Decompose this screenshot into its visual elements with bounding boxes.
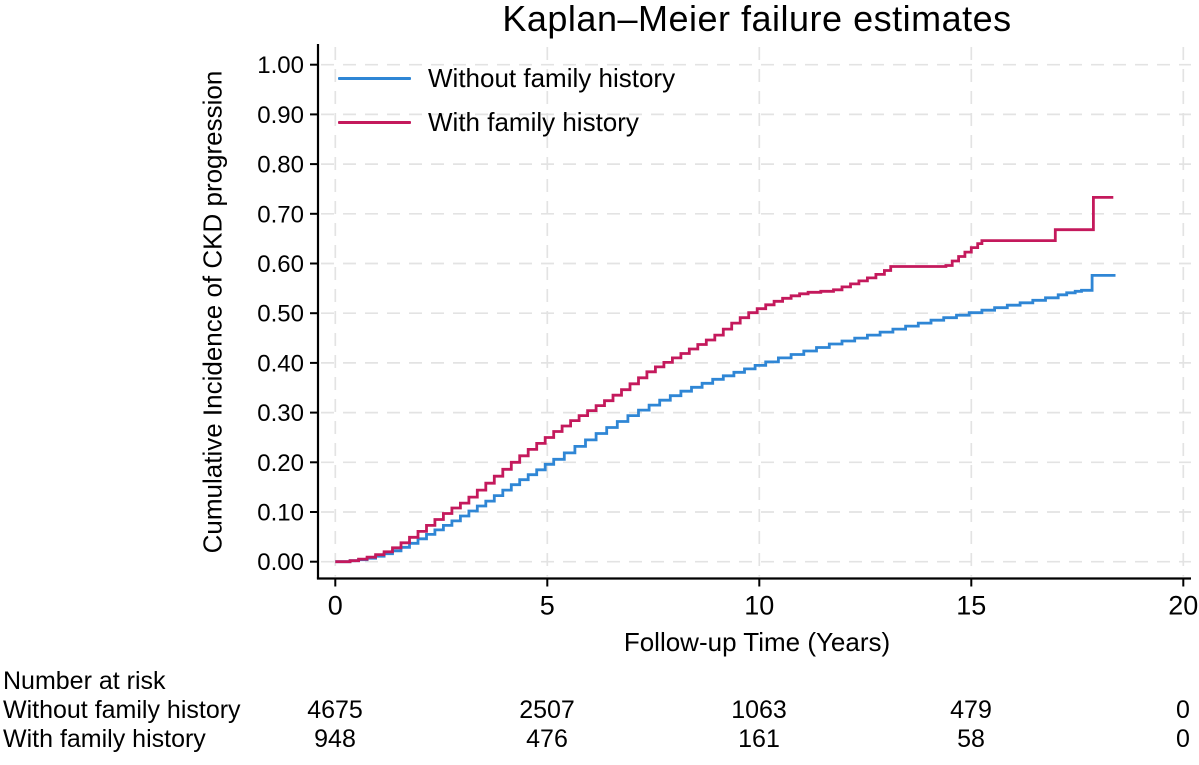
y-tick-label: 0.80 bbox=[257, 152, 304, 179]
y-tick-label: 0.00 bbox=[257, 549, 304, 576]
y-tick-label: 0.30 bbox=[257, 400, 304, 427]
x-tick-label: 20 bbox=[1168, 591, 1198, 621]
risk-table-heading: Number at risk bbox=[3, 667, 166, 695]
x-tick-label: 15 bbox=[956, 591, 986, 621]
x-tick-label: 0 bbox=[328, 591, 343, 621]
y-tick-label: 0.90 bbox=[257, 102, 304, 129]
x-tick-label: 10 bbox=[744, 591, 774, 621]
risk-row-label-without-family-history: Without family history bbox=[3, 696, 241, 724]
y-tick-label: 0.60 bbox=[257, 251, 304, 278]
km-curve-without-family-history bbox=[335, 274, 1116, 564]
x-axis-title: Follow-up Time (Years) bbox=[623, 627, 891, 657]
risk-count: 0 bbox=[1176, 725, 1190, 753]
x-tick-label: 5 bbox=[540, 591, 555, 621]
y-tick-label: 1.00 bbox=[257, 52, 304, 79]
y-axis-title: Cumulative Incidence of CKD progression bbox=[197, 70, 228, 554]
y-tick-label: 0.10 bbox=[257, 500, 304, 527]
chart-title: Kaplan–Meier failure estimates bbox=[502, 0, 1012, 39]
risk-count: 4675 bbox=[307, 696, 363, 724]
risk-count: 479 bbox=[950, 696, 992, 724]
risk-row-label-with-family-history: With family history bbox=[3, 725, 206, 753]
y-tick-label: 0.40 bbox=[257, 350, 304, 377]
legend-line-without-family-history-icon bbox=[338, 77, 411, 80]
risk-count: 58 bbox=[957, 725, 985, 753]
legend-label-without-family-history: Without family history bbox=[428, 63, 676, 93]
y-tick-label: 0.50 bbox=[257, 301, 304, 328]
y-tick-label: 0.20 bbox=[257, 450, 304, 477]
risk-count: 476 bbox=[526, 725, 568, 753]
risk-count: 0 bbox=[1176, 696, 1190, 724]
risk-count: 948 bbox=[314, 725, 356, 753]
y-tick-label: 0.70 bbox=[257, 201, 304, 228]
legend-label-with-family-history: With family history bbox=[428, 107, 639, 137]
km-curve-with-family-history bbox=[335, 196, 1114, 564]
legend-line-with-family-history-icon bbox=[338, 121, 411, 124]
risk-count: 2507 bbox=[519, 696, 575, 724]
risk-count: 161 bbox=[738, 725, 780, 753]
risk-count: 1063 bbox=[731, 696, 787, 724]
